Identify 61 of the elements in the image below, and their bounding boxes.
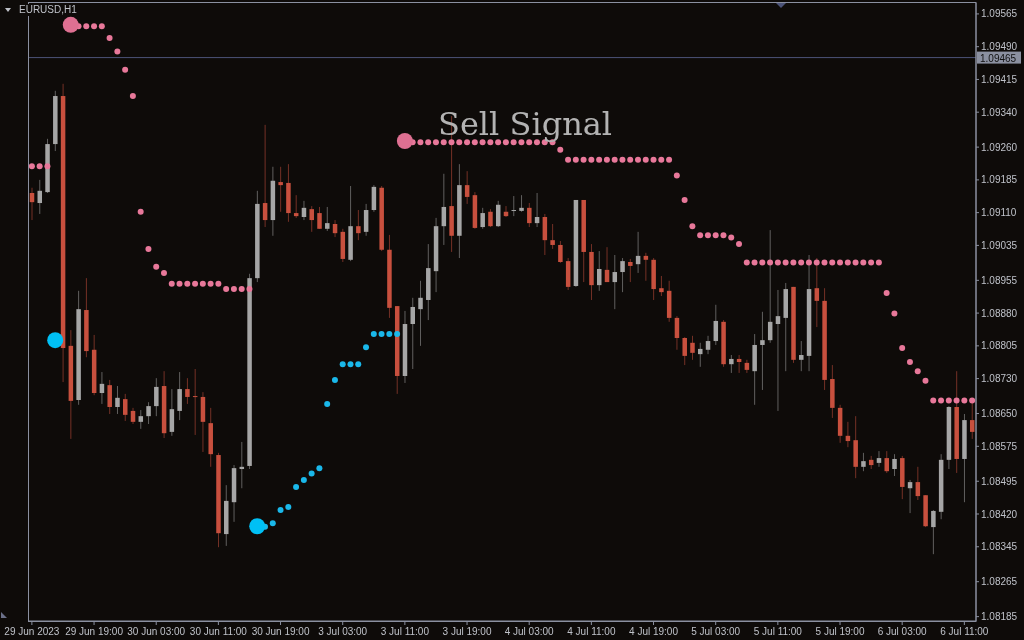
- point: [347, 361, 354, 368]
- x-tick-label: 30 Jun 11:00: [189, 626, 248, 637]
- x-tick-label: 29 Jun 19:00: [65, 626, 124, 637]
- y-tick-label: 1.09035: [981, 239, 1018, 251]
- x-tick-label: 5 Jul 11:00: [753, 626, 803, 637]
- point: [300, 476, 307, 483]
- point: [378, 331, 385, 338]
- x-tick-label: 29 Jun 2023: [4, 626, 60, 637]
- point: [324, 400, 331, 407]
- point: [316, 465, 323, 472]
- y-tick-label: 1.08420: [981, 508, 1018, 520]
- y-tick-label: 1.09340: [981, 106, 1018, 118]
- y-tick-label: 1.08265: [981, 576, 1018, 588]
- y-tick-label: 1.08650: [981, 408, 1018, 420]
- x-tick-label: 3 Jul 03:00: [318, 626, 368, 637]
- point: [308, 470, 315, 477]
- x-tick-label: 30 Jun 03:00: [127, 626, 186, 637]
- point: [363, 344, 370, 351]
- point: [47, 332, 64, 349]
- point: [331, 376, 338, 383]
- x-tick-label: 5 Jul 19:00: [815, 626, 865, 637]
- x-tick-label: 4 Jul 11:00: [567, 626, 616, 637]
- point: [394, 331, 401, 338]
- y-tick-label: 1.09565: [981, 8, 1018, 20]
- x-tick-label: 3 Jul 19:00: [442, 626, 492, 637]
- y-tick-label: 1.09490: [981, 41, 1018, 53]
- annotation: Sell Signal: [438, 104, 613, 144]
- point: [293, 483, 300, 490]
- point: [339, 361, 346, 368]
- x-tick-label: 4 Jul 03:00: [504, 626, 555, 637]
- point: [355, 361, 362, 368]
- y-tick-label: 1.08880: [981, 307, 1018, 319]
- point: [370, 331, 377, 338]
- y-tick-label: 1.09260: [981, 141, 1018, 153]
- x-tick-label: 4 Jul 19:00: [629, 626, 679, 637]
- y-tick-label: 1.08575: [981, 440, 1018, 452]
- y-tick-label: 1.08345: [981, 541, 1018, 553]
- point: [277, 507, 284, 514]
- point: [386, 331, 393, 338]
- y-tick-label: 1.09415: [981, 73, 1018, 85]
- y-tick-label: 1.08955: [981, 274, 1018, 286]
- x-tick-label: 6 Jul 03:00: [877, 626, 928, 637]
- x-tick-label: 30 Jun 19:00: [251, 626, 310, 637]
- candlestick: [876, 450, 882, 468]
- x-tick-label: 3 Jul 11:00: [380, 626, 430, 637]
- y-tick-label: 1.09185: [981, 174, 1018, 186]
- y-tick-label: 1.09110: [981, 207, 1017, 219]
- candlestick: [744, 359, 750, 374]
- ref-line-label: 1.09465: [980, 52, 1017, 64]
- point: [396, 133, 413, 150]
- chart-title: EURUSD,H1: [17, 4, 79, 16]
- point: [285, 504, 292, 511]
- y-tick-label: 1.08495: [981, 475, 1018, 487]
- point: [62, 16, 79, 33]
- x-tick-label: 5 Jul 03:00: [691, 626, 741, 637]
- point: [269, 520, 276, 527]
- x-tick-label: 6 Jul 11:00: [940, 626, 989, 637]
- point: [249, 518, 266, 535]
- y-tick-label: 1.08730: [981, 373, 1018, 385]
- y-tick-label: 1.08185: [981, 611, 1018, 623]
- y-tick-label: 1.08805: [981, 340, 1018, 352]
